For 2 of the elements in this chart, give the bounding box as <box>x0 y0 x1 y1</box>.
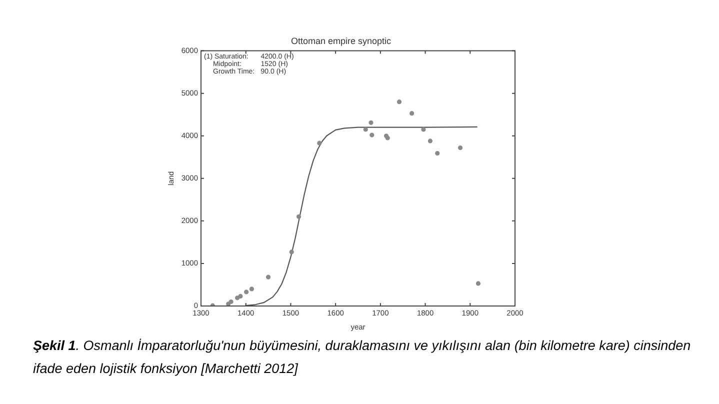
text: Şekil 1. Osmanlı İmparatorluğu'nun büyümesini, duraklamasını ve yıkılışını alan (bin kilometre kare) cinsinden ifade eden lojistik fonksiyon [Marchetti 2012] <box>33 337 692 378</box>
chart-title: Ottoman empire synoptic <box>290 36 392 46</box>
